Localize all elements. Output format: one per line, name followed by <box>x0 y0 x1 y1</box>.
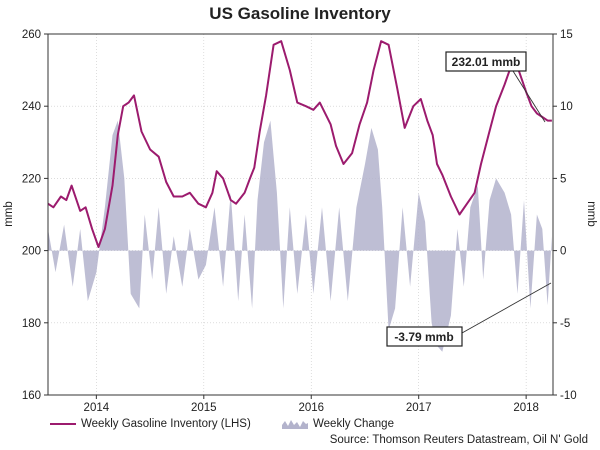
annotation-inventory: 232.01 mmb <box>445 51 546 123</box>
legend-label-inventory: Weekly Gasoline Inventory (LHS) <box>81 418 251 430</box>
left-tick-label: 240 <box>22 101 41 113</box>
legend-label-change: Weekly Change <box>313 418 394 430</box>
x-tick-label: 2016 <box>298 402 324 414</box>
chart-title: US Gasoline Inventory <box>209 4 391 23</box>
left-axis: 160 180 200 220 240 260 <box>22 29 48 402</box>
right-tick-label: 15 <box>560 29 573 41</box>
annotation-inventory-box <box>445 51 527 72</box>
left-tick-label: 260 <box>22 29 41 41</box>
x-tick-label: 2015 <box>191 402 217 414</box>
x-axis: 2014 2015 2016 2017 2018 <box>84 395 539 414</box>
right-tick-label: -5 <box>560 318 570 330</box>
right-axis: -10 -5 0 5 10 15 <box>553 29 577 402</box>
plot-background <box>48 34 553 395</box>
x-tick-label: 2014 <box>84 402 110 414</box>
right-tick-label: 10 <box>560 101 573 113</box>
right-tick-label: 0 <box>560 246 566 258</box>
left-tick-label: 160 <box>22 390 41 402</box>
left-tick-label: 180 <box>22 318 41 330</box>
annotation-change-box <box>386 326 463 347</box>
legend-item-change: Weekly Change <box>282 418 394 430</box>
left-tick-label: 200 <box>22 246 41 258</box>
y-axis-label-left: mmb <box>3 201 15 227</box>
inventory-line-path <box>47 40 552 248</box>
left-tick-label: 220 <box>22 173 41 185</box>
source-note: Source: Thomson Reuters Datastream, Oil … <box>329 434 588 446</box>
annotation-inventory-text: 232.01 mmb <box>452 55 521 69</box>
annotation-inventory-leader <box>512 70 546 123</box>
inventory-line <box>47 40 552 248</box>
annotation-change-text: -3.79 mmb <box>394 330 453 344</box>
right-tick-label: -10 <box>560 390 577 402</box>
right-tick-label: 5 <box>560 173 566 185</box>
legend-swatch-inventory <box>50 423 76 425</box>
legend-item-inventory: Weekly Gasoline Inventory (LHS) <box>50 418 251 430</box>
x-tick-label: 2018 <box>513 402 539 414</box>
plot-frame <box>47 33 554 396</box>
annotation-change: -3.79 mmb <box>386 282 552 347</box>
annotation-change-leader <box>461 282 552 334</box>
legend-swatch-change <box>282 420 308 429</box>
y-axis-label-right: mmb <box>585 201 597 227</box>
x-tick-label: 2017 <box>406 402 432 414</box>
